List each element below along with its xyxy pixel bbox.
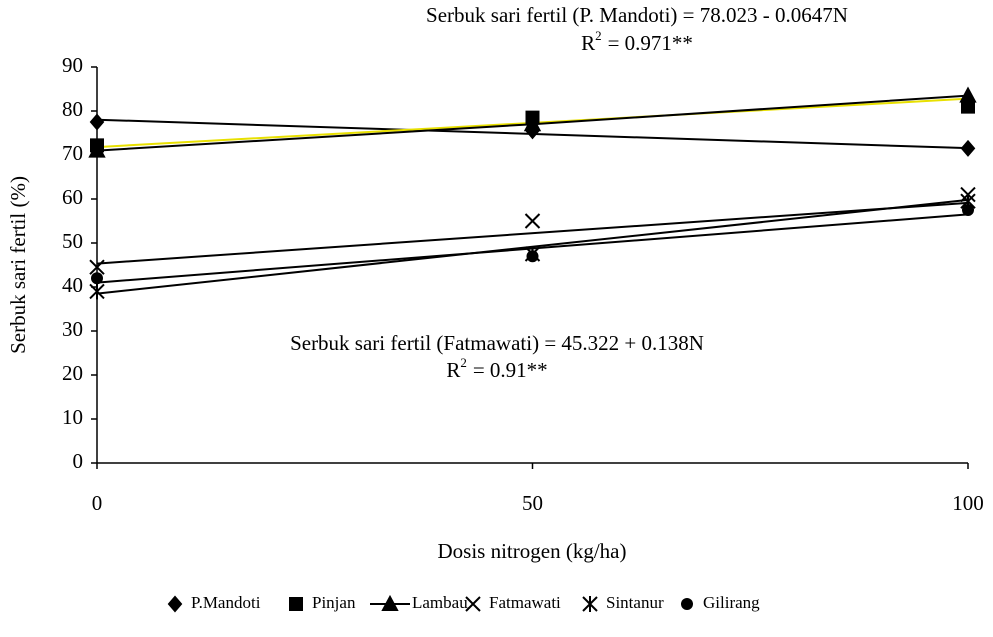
legend-label: P.Mandoti <box>191 593 261 612</box>
y-axis-label: Serbuk sari fertil (%) <box>6 176 30 354</box>
legend-marker <box>681 598 693 610</box>
marker-part <box>582 596 598 612</box>
marker-diamond <box>89 113 105 131</box>
legend-marker <box>167 595 183 613</box>
r2-base: R <box>446 358 460 382</box>
marker-triangle <box>959 86 977 103</box>
marker-part <box>526 250 539 263</box>
marker-part <box>91 272 103 285</box>
marker-circle <box>962 204 974 216</box>
annotation: Serbuk sari fertil (Fatmawati) = 45.322 … <box>290 331 704 355</box>
legend-label: Gilirang <box>703 593 760 612</box>
marker-triangle <box>88 141 106 158</box>
y-tick-label: 40 <box>62 273 83 297</box>
legend-label: Pinjan <box>312 593 356 612</box>
x-tick-label: 50 <box>522 491 543 515</box>
marker-part <box>88 141 106 158</box>
r2-sup: 2 <box>460 355 467 370</box>
annotation-r2: R2 = 0.971** <box>581 28 693 55</box>
annotation-r2: R2 = 0.91** <box>446 355 547 382</box>
y-tick-label: 10 <box>62 405 83 429</box>
marker-part <box>959 86 977 103</box>
marker-part <box>960 139 976 157</box>
legend-label: Lambau <box>412 593 468 612</box>
marker-part <box>524 213 541 229</box>
marker-part <box>465 596 481 612</box>
r2-sup: 2 <box>595 28 602 43</box>
y-tick-label: 50 <box>62 229 83 253</box>
marker-part <box>89 259 105 275</box>
marker-star <box>89 283 105 300</box>
y-tick-label: 70 <box>62 141 83 165</box>
marker-diamond <box>960 139 976 157</box>
marker-x <box>89 259 105 275</box>
marker-circle <box>91 272 103 285</box>
x-tick-label: 0 <box>92 491 103 515</box>
marker-part <box>167 595 183 613</box>
marker-circle <box>526 250 539 263</box>
marker-part <box>89 113 105 131</box>
r2-base: R <box>581 31 595 55</box>
x-tick-label: 100 <box>952 491 984 515</box>
legend-label: Fatmawati <box>489 593 561 612</box>
r2-value: = 0.971** <box>608 31 693 55</box>
marker-triangle <box>523 115 542 132</box>
legend-marker <box>289 597 303 611</box>
y-tick-label: 20 <box>62 361 83 385</box>
y-tick-label: 0 <box>73 449 84 473</box>
marker-part <box>681 598 693 610</box>
r2-value: = 0.91** <box>473 358 548 382</box>
legend-marker <box>465 596 481 612</box>
y-tick-label: 30 <box>62 317 83 341</box>
marker-part <box>381 594 399 611</box>
marker-x <box>524 213 541 229</box>
legend-marker <box>582 596 598 612</box>
y-tick-label: 90 <box>62 53 83 77</box>
x-axis-label: Dosis nitrogen (kg/ha) <box>438 539 627 563</box>
annotation: Serbuk sari fertil (P. Mandoti) = 78.023… <box>426 3 848 27</box>
y-tick-label: 80 <box>62 97 83 121</box>
legend-marker <box>381 594 399 611</box>
legend-label: Sintanur <box>606 593 664 612</box>
marker-part <box>523 115 542 132</box>
marker-part <box>89 283 105 300</box>
y-tick-label: 60 <box>62 185 83 209</box>
marker-part <box>289 597 303 611</box>
trend-line <box>96 201 969 265</box>
marker-part <box>962 204 974 216</box>
